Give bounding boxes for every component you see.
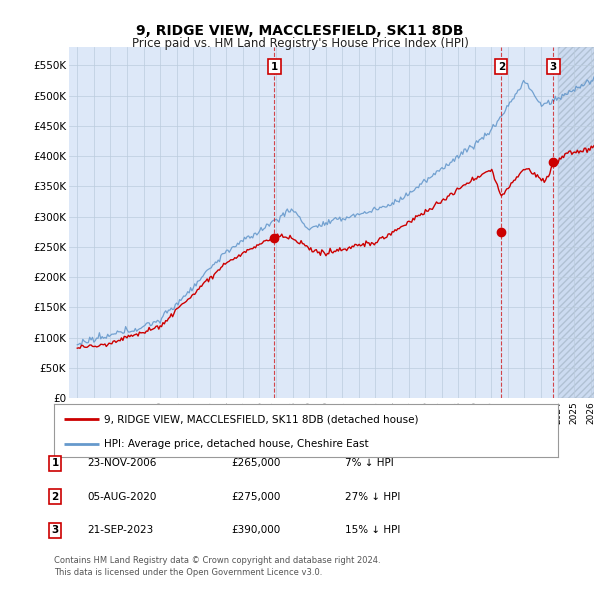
Text: 7% ↓ HPI: 7% ↓ HPI [345, 458, 394, 468]
Text: 9, RIDGE VIEW, MACCLESFIELD, SK11 8DB (detached house): 9, RIDGE VIEW, MACCLESFIELD, SK11 8DB (d… [104, 414, 419, 424]
Text: 3: 3 [550, 61, 557, 71]
Text: 23-NOV-2006: 23-NOV-2006 [87, 458, 157, 468]
Text: 2: 2 [52, 492, 59, 502]
Text: 05-AUG-2020: 05-AUG-2020 [87, 492, 157, 502]
Text: 1: 1 [271, 61, 278, 71]
Text: 9, RIDGE VIEW, MACCLESFIELD, SK11 8DB: 9, RIDGE VIEW, MACCLESFIELD, SK11 8DB [136, 24, 464, 38]
Text: 27% ↓ HPI: 27% ↓ HPI [345, 492, 400, 502]
Text: 3: 3 [52, 526, 59, 535]
Text: Price paid vs. HM Land Registry's House Price Index (HPI): Price paid vs. HM Land Registry's House … [131, 37, 469, 50]
Text: £275,000: £275,000 [231, 492, 280, 502]
Bar [557, 47, 594, 398]
Text: 15% ↓ HPI: 15% ↓ HPI [345, 526, 400, 535]
Text: £390,000: £390,000 [231, 526, 280, 535]
Text: 21-SEP-2023: 21-SEP-2023 [87, 526, 153, 535]
Text: 1: 1 [52, 458, 59, 468]
Text: 2: 2 [497, 61, 505, 71]
Text: £265,000: £265,000 [231, 458, 280, 468]
Text: HPI: Average price, detached house, Cheshire East: HPI: Average price, detached house, Ches… [104, 439, 369, 449]
Text: Contains HM Land Registry data © Crown copyright and database right 2024.
This d: Contains HM Land Registry data © Crown c… [54, 556, 380, 577]
